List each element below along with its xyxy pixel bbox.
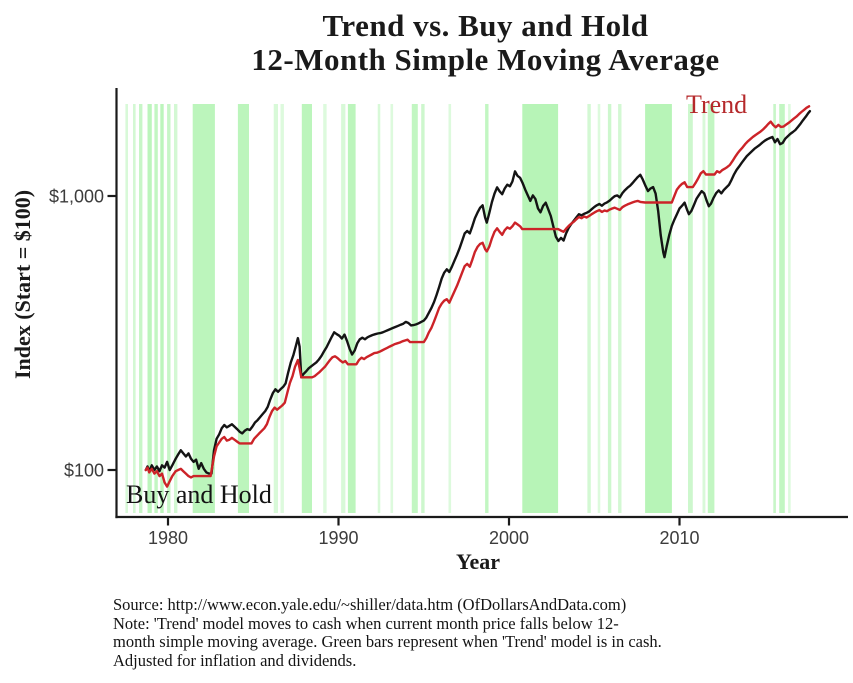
cash-period-bar — [280, 104, 284, 513]
page-title-line-1: Trend vs. Buy and Hold — [322, 8, 649, 43]
cash-period-bar — [237, 104, 249, 513]
cash-period-bar — [125, 104, 128, 513]
cash-period-bar — [390, 104, 394, 513]
page-title-line-2: 12-Month Simple Moving Average — [251, 42, 720, 77]
y-axis-title: Index (Start = $100) — [10, 189, 35, 379]
footer-note-line-2: month simple moving average. Green bars … — [113, 632, 662, 652]
cash-period-bar — [485, 104, 489, 513]
cash-period-bar — [421, 104, 425, 513]
footer-source-line: Source: http://www.econ.yale.edu/~shille… — [113, 595, 627, 614]
y-tick-label: $100 — [64, 461, 104, 481]
cash-period-bar — [341, 104, 346, 513]
cash-period-bar — [273, 104, 278, 513]
cash-period-bar — [133, 104, 136, 513]
x-tick-label: 1980 — [148, 528, 188, 548]
footer-notes: Source: http://www.econ.yale.edu/~shille… — [113, 595, 823, 670]
cash-period-bar — [448, 104, 452, 513]
x-axis-title: Year — [456, 549, 500, 574]
cash-period-bar — [597, 104, 601, 513]
trend-line — [144, 105, 811, 488]
cash-period-bar — [347, 104, 356, 513]
cash-period-bar — [139, 104, 143, 513]
footer-note-line-3: Adjusted for inflation and dividends. — [113, 650, 357, 670]
x-tick-label: 2010 — [659, 528, 699, 548]
cash-period-bar — [779, 104, 785, 513]
cash-period-bar — [147, 104, 152, 513]
cash-period-bar — [645, 104, 672, 513]
cash-period-bar — [301, 104, 312, 513]
cash-period-bar — [773, 104, 776, 513]
cash-period-bar — [154, 104, 158, 513]
cash-period-bar — [167, 104, 171, 513]
cash-period-bar — [707, 104, 715, 513]
x-tick-label: 2000 — [489, 528, 529, 548]
y-tick-label: $1,000 — [49, 187, 104, 207]
cash-period-bar — [411, 104, 418, 513]
cash-period-bar — [160, 104, 164, 513]
cash-period-bar — [522, 104, 559, 513]
footer-note-line-1: Note: 'Trend' model moves to cash when c… — [113, 613, 619, 633]
cash-period-bar — [788, 104, 791, 513]
cash-period-bar — [607, 104, 612, 513]
cash-period-bar — [192, 104, 215, 513]
cash-period-bar — [323, 104, 327, 513]
trend-series-label: Trend — [686, 90, 748, 119]
cash-period-bar — [377, 104, 381, 513]
cash-period-bar — [174, 104, 178, 513]
cash-period-bar — [618, 104, 622, 513]
buy-and-hold-series-label: Buy and Hold — [126, 480, 272, 509]
buy-and-hold-line — [144, 109, 812, 475]
x-tick-label: 1990 — [318, 528, 358, 548]
cash-period-bar — [688, 104, 693, 513]
cash-period-bar — [587, 104, 591, 513]
cash-period-bar — [702, 104, 706, 513]
